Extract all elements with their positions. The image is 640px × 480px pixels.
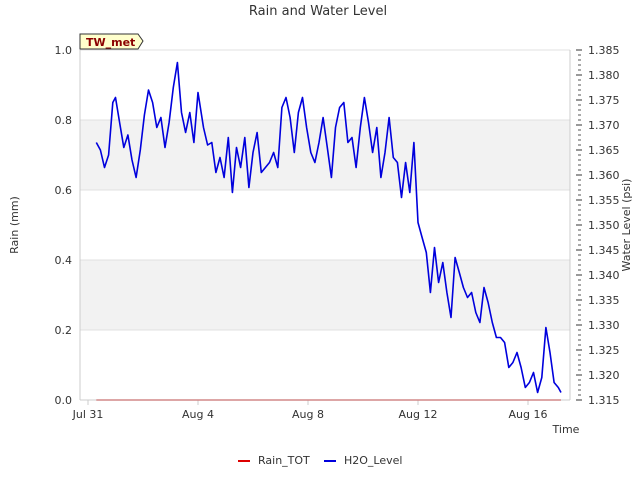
y-right-tick-label: 1.365	[588, 144, 620, 157]
y-right-tick-label: 1.375	[588, 94, 620, 107]
legend-label-rain: Rain_TOT	[258, 454, 310, 467]
y-left-tick-label: 0.2	[55, 324, 73, 337]
series-line-h2o-level	[95, 61, 562, 394]
y-right-tick-label: 1.370	[588, 119, 620, 132]
y-right-tick-label: 1.340	[588, 269, 620, 282]
y-left-tick-label: 0.0	[55, 394, 73, 407]
x-tick-label: Jul 31	[72, 408, 104, 421]
y-left-tick-label: 0.4	[55, 254, 73, 267]
y-left-axis-title: Rain (mm)	[8, 196, 21, 254]
y-right-tick-label: 1.325	[588, 344, 620, 357]
y-right-tick-label: 1.345	[588, 244, 620, 257]
y-right-tick-label: 1.380	[588, 69, 620, 82]
y-right-tick-label: 1.335	[588, 294, 620, 307]
y-right-tick-label: 1.320	[588, 369, 620, 382]
y-right-tick-label: 1.330	[588, 319, 620, 332]
x-axis-title: Time	[552, 423, 580, 436]
legend-label-h2o: H2O_Level	[344, 454, 402, 467]
y-right-tick-label: 1.315	[588, 394, 620, 407]
y-right-tick-label: 1.350	[588, 219, 620, 232]
chart-title: Rain and Water Level	[249, 4, 387, 19]
y-left-tick-label: 0.8	[55, 114, 73, 127]
site-badge-label: TW_met	[86, 36, 135, 49]
x-tick-label: Aug 8	[292, 408, 324, 421]
y-right-tick-label: 1.360	[588, 169, 620, 182]
legend: Rain_TOT H2O_Level	[238, 454, 402, 467]
x-tick-label: Aug 4	[182, 408, 214, 421]
x-tick-label: Aug 16	[509, 408, 548, 421]
plot-area	[80, 50, 570, 400]
grid-band-0	[80, 260, 570, 330]
site-badge: TW_met	[79, 33, 144, 50]
y-left-tick-label: 1.0	[55, 44, 73, 57]
y-right-axis-title: Water Level (psi)	[620, 179, 633, 272]
y-right-tick-label: 1.355	[588, 194, 620, 207]
y-right-tick-label: 1.385	[588, 44, 620, 57]
y-left-tick-label: 0.6	[55, 184, 73, 197]
x-tick-label: Aug 12	[399, 408, 438, 421]
